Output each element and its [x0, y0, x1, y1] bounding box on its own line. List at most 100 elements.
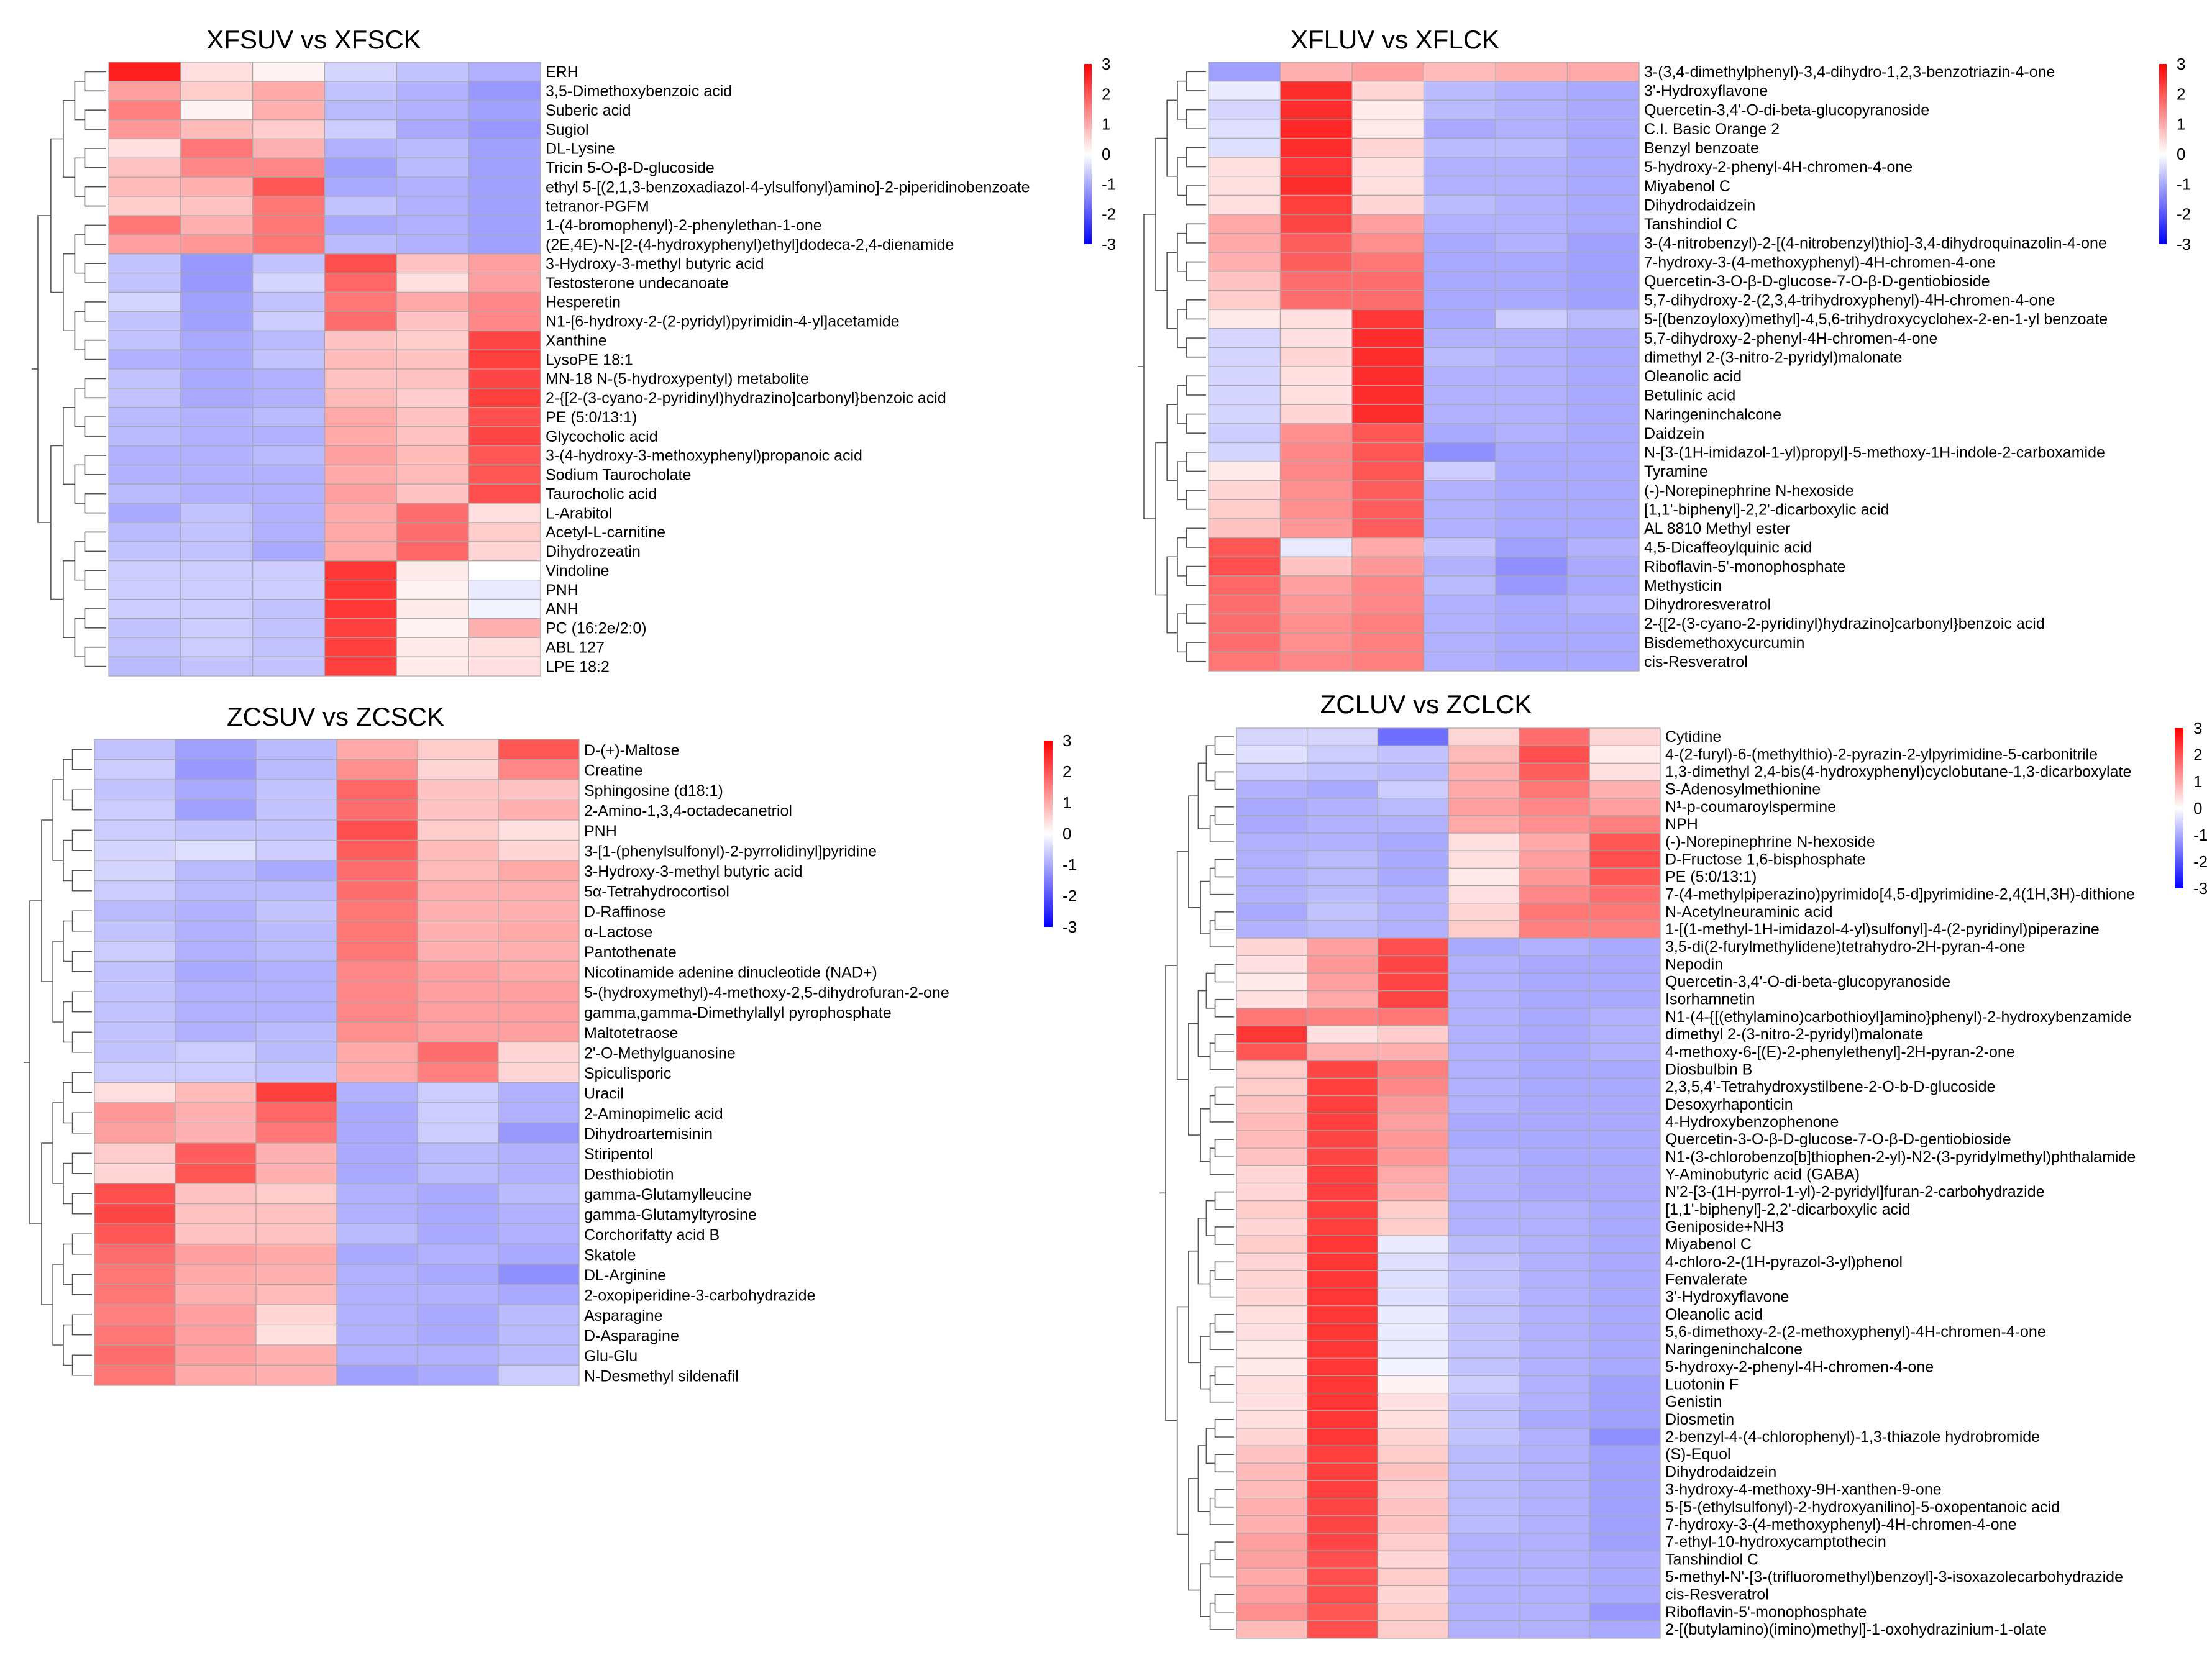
heatmap-cell: [324, 637, 397, 657]
heatmap-cell: [396, 157, 469, 178]
heatmap-cell: [1377, 1200, 1449, 1219]
heatmap-cell: [1236, 1445, 1308, 1464]
heatmap-cell: [468, 637, 541, 657]
row-label: Oleanolic acid: [1665, 1306, 1763, 1323]
heatmap-cell: [1423, 157, 1496, 177]
heatmap-cell: [324, 176, 397, 197]
heatmap-cell: [1279, 385, 1353, 405]
heatmap-cell: [324, 330, 397, 350]
heatmap-cell: [417, 799, 499, 821]
heatmap-cell: [1236, 903, 1308, 921]
color-scale-tick: -2: [1102, 205, 1116, 224]
heatmap-cell: [1208, 632, 1281, 652]
heatmap-cell: [1377, 990, 1449, 1009]
heatmap-cell: [1423, 119, 1496, 139]
heatmap-cell: [1307, 1620, 1378, 1639]
heatmap-cell: [324, 503, 397, 523]
heatmap-cell: [1566, 480, 1640, 500]
heatmap-cell: [1589, 1603, 1661, 1621]
heatmap-cell: [252, 618, 326, 638]
heatmap-cell: [94, 1324, 176, 1346]
heatmap-cell: [1351, 385, 1425, 405]
row-dendrogram: [1159, 736, 1234, 1630]
heatmap-cell: [1448, 920, 1520, 939]
heatmap-cell: [1519, 1357, 1590, 1376]
heatmap-cell: [1448, 1130, 1520, 1149]
heatmap-cell: [396, 330, 469, 350]
heatmap-cell: [252, 157, 326, 178]
heatmap-cell: [1589, 850, 1661, 869]
dendrogram-branch: [63, 253, 75, 332]
dendrogram-branch: [1186, 642, 1206, 662]
heatmap-cell: [255, 1142, 337, 1164]
heatmap-cell: [1307, 1165, 1378, 1184]
color-scale-tick: 2: [2177, 84, 2185, 103]
heatmap-cell: [1307, 780, 1378, 799]
heatmap-cell: [498, 799, 580, 821]
dendrogram-branch: [1214, 1489, 1234, 1508]
row-label: 2-Aminopimelic acid: [584, 1105, 723, 1123]
heatmap-cell: [468, 349, 541, 370]
row-label: Desoxyrhaponticin: [1665, 1096, 1793, 1113]
heatmap-cell: [1566, 366, 1640, 386]
heatmap-cell: [1423, 214, 1496, 234]
heatmap-cell: [1236, 727, 1308, 746]
heatmap-cell: [108, 483, 181, 504]
heatmap-cell: [468, 388, 541, 408]
row-label: Bisdemethoxycurcumin: [1644, 634, 1804, 652]
heatmap-cell: [336, 1284, 418, 1305]
heatmap-cell: [1236, 1147, 1308, 1166]
heatmap-cell: [396, 215, 469, 235]
dendrogram-branch: [63, 1082, 73, 1124]
heatmap-cell: [255, 1344, 337, 1366]
heatmap-cell: [175, 839, 257, 861]
heatmap-cell: [108, 196, 181, 216]
heatmap-cell: [1423, 537, 1496, 557]
heatmap-cell: [1236, 1200, 1308, 1219]
dendrogram-branch: [1200, 1563, 1210, 1617]
heatmap-cell: [1448, 1113, 1520, 1131]
heatmap-cell: [1589, 1165, 1661, 1184]
heatmap-cell: [1423, 442, 1496, 462]
heatmap-cell: [1236, 1077, 1308, 1097]
heatmap-cell: [1589, 1445, 1661, 1464]
heatmap-cell: [468, 541, 541, 562]
heatmap-cell: [252, 273, 326, 293]
heatmap-cell: [498, 1223, 580, 1245]
heatmap-cell: [1589, 798, 1661, 816]
heatmap-cell: [108, 215, 181, 235]
heatmap-cell: [1307, 1585, 1378, 1604]
heatmap-cell: [498, 1344, 580, 1366]
row-label: 3-[1-(phenylsulfonyl)-2-pyrrolidinyl]pyr…: [584, 843, 877, 860]
heatmap-cell: [1519, 937, 1590, 956]
heatmap-cell: [324, 119, 397, 140]
heatmap-cell: [1589, 1113, 1661, 1131]
heatmap-cell: [1495, 556, 1568, 577]
heatmap-cell: [498, 779, 580, 801]
heatmap-cell: [1377, 798, 1449, 816]
heatmap-cell: [417, 819, 499, 841]
heatmap-cell: [1519, 1113, 1590, 1131]
heatmap-cell: [108, 426, 181, 447]
heatmap-cell: [1495, 309, 1568, 329]
heatmap-cell: [1236, 1498, 1308, 1516]
heatmap-cell: [175, 1001, 257, 1023]
heatmap-cell: [336, 920, 418, 942]
heatmap-cell: [252, 234, 326, 255]
heatmap-cell: [1279, 119, 1353, 139]
heatmap-cell: [1589, 815, 1661, 834]
dendrogram-branch: [84, 224, 106, 245]
heatmap-cell: [1307, 1130, 1378, 1149]
row-label: 3,5-Dimethoxybenzoic acid: [546, 83, 732, 100]
dendrogram-branch: [63, 759, 73, 801]
heatmap-cell: [468, 483, 541, 504]
dendrogram-branch: [63, 99, 75, 178]
dendrogram-branch: [1209, 1497, 1234, 1525]
heatmap-cell: [180, 234, 254, 255]
heatmap-cell: [255, 839, 337, 861]
heatmap-cell: [1208, 119, 1281, 139]
heatmap-cell: [1448, 832, 1520, 851]
dendrogram-branch: [1205, 1428, 1215, 1464]
heatmap-cell: [94, 1183, 176, 1205]
row-label: Dihydrozeatin: [546, 543, 641, 560]
